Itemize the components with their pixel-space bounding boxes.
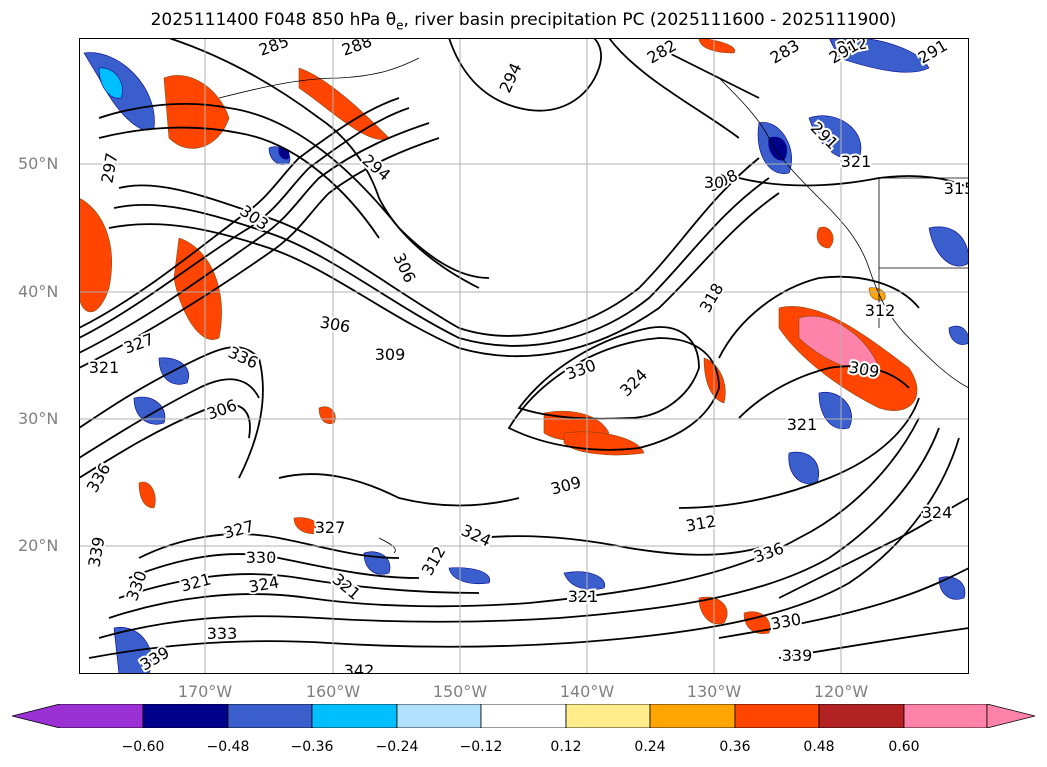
colorbar-tick-label: −0.12	[459, 739, 503, 755]
lon-label: 160°W	[305, 682, 361, 701]
contour-label: 315	[944, 179, 969, 198]
map-gridlines	[79, 38, 969, 674]
contour-label: 321	[787, 415, 818, 434]
colorbar-tick-label: 0.36	[719, 739, 751, 755]
colorbar-tick-label: −0.24	[375, 739, 419, 755]
contour-label: 321	[89, 358, 120, 377]
colorbar-tick-label: 0.24	[634, 739, 666, 755]
colorbar-segment	[480, 704, 567, 728]
colorbar-segment	[818, 704, 905, 728]
colorbar	[12, 704, 1035, 728]
colorbar-min-extension	[12, 704, 144, 728]
contour-label: 321	[568, 587, 599, 606]
lon-label: 130°W	[686, 682, 742, 701]
colorbar-segment	[903, 704, 988, 728]
lon-label: 120°W	[813, 682, 869, 701]
colorbar-tick-label: −0.60	[121, 739, 165, 755]
lat-label: 30°N	[18, 409, 59, 428]
lon-label: 150°W	[432, 682, 488, 701]
title-suffix: , river basin precipitation PC (20251116…	[403, 10, 897, 30]
contour-label: 312	[865, 301, 896, 320]
contour-label: 333	[207, 624, 238, 643]
colorbar-segment	[142, 704, 229, 728]
contour-label: 324	[247, 572, 280, 596]
colorbar-segment	[227, 704, 313, 728]
contour-label: 324	[922, 503, 953, 522]
colorbar-max-extension	[986, 704, 1035, 728]
title-prefix: 2025111400 F048 850 hPa θ	[150, 10, 397, 30]
colorbar-segment	[565, 704, 651, 728]
colorbar-tick-label: 0.48	[803, 739, 835, 755]
colorbar-tick-label: −0.36	[290, 739, 334, 755]
colorbar-segments	[12, 704, 1035, 728]
contour-label: 309	[375, 345, 406, 364]
contour-label: 342	[344, 661, 375, 674]
colorbar-segment	[311, 704, 398, 728]
contour-label: 321	[841, 152, 872, 171]
colorbar-tick-label: 0.60	[888, 739, 920, 755]
lon-label: 140°W	[559, 682, 615, 701]
title-subscript: e	[396, 18, 404, 33]
theta-e-contours	[79, 38, 969, 659]
colorbar-segment	[396, 704, 482, 728]
lat-label: 20°N	[18, 536, 59, 555]
colorbar-segment	[734, 704, 820, 728]
contour-label: 330	[246, 548, 277, 567]
lat-label: 50°N	[18, 154, 59, 173]
contour-label: 327	[315, 518, 346, 537]
colorbar-tick-label: 0.12	[550, 739, 582, 755]
coastline	[218, 57, 969, 554]
contour-label: 339	[782, 646, 813, 665]
map-title: 2025111400 F048 850 hPa θe, river basin …	[0, 10, 1047, 32]
colorbar-tick-label: −0.48	[206, 739, 250, 755]
lat-label: 40°N	[18, 282, 59, 301]
contour-label: 30	[704, 173, 724, 192]
lon-label: 170°W	[177, 682, 233, 701]
map-panel: 285 288 282 283 282 291 291 294 297 294 303 306 308 3…	[79, 38, 969, 674]
colorbar-segment	[649, 704, 736, 728]
